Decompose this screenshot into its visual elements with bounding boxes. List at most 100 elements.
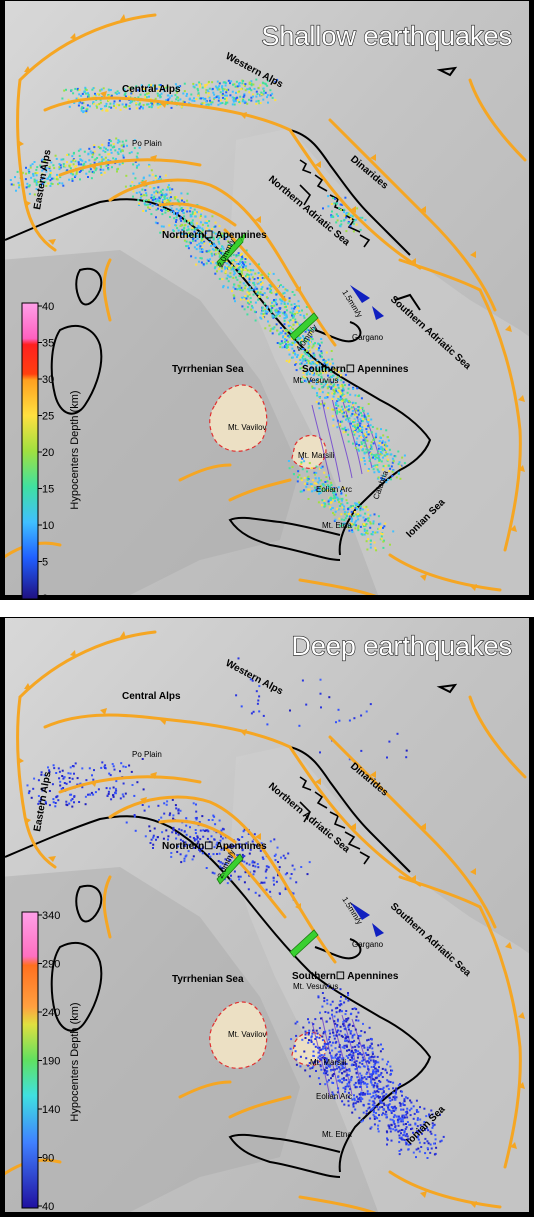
seismic-event	[323, 396, 326, 399]
seismic-event	[346, 1018, 349, 1021]
seismic-event	[416, 1136, 419, 1139]
seismic-event	[307, 341, 310, 344]
seismic-event	[206, 829, 209, 832]
seismic-event	[100, 88, 103, 91]
seismic-event	[400, 1137, 403, 1140]
seismic-event	[363, 424, 366, 427]
seismic-event	[314, 486, 316, 489]
seismic-event	[165, 99, 168, 102]
colorbar-tick-label: 5	[42, 557, 48, 569]
seismic-event	[70, 172, 73, 175]
seismic-event	[209, 99, 211, 102]
seismic-event	[274, 853, 277, 856]
seismic-event	[315, 488, 318, 491]
seismic-event	[52, 801, 55, 804]
seismic-event	[299, 348, 302, 351]
seismic-event	[226, 101, 229, 104]
seismic-event	[236, 264, 239, 267]
seismic-event	[339, 420, 342, 423]
seismic-event	[301, 468, 304, 471]
seismic-event	[344, 426, 347, 429]
seismic-event	[331, 1028, 334, 1031]
seismic-event	[227, 286, 229, 289]
seismic-event	[297, 470, 300, 473]
seismic-event	[361, 406, 364, 409]
seismic-event	[200, 257, 203, 260]
seismic-event	[250, 89, 253, 92]
seismic-event	[166, 197, 169, 200]
colorbar-tick-label: 0	[42, 593, 48, 600]
seismic-event	[221, 827, 224, 830]
seismic-event	[172, 826, 175, 829]
seismic-event	[226, 89, 228, 92]
seismic-event	[352, 386, 355, 389]
seismic-event	[374, 531, 377, 534]
seismic-event	[168, 96, 171, 99]
seismic-event	[344, 429, 347, 432]
seismic-event	[424, 1137, 427, 1140]
seismic-event	[193, 230, 196, 233]
seismic-event	[332, 497, 335, 500]
seismic-event	[21, 171, 24, 174]
seismic-event	[295, 1034, 298, 1037]
seismic-event	[359, 422, 362, 425]
vavilov-seamount	[209, 1001, 268, 1069]
seismic-event	[238, 878, 241, 881]
panel-title: Shallow earthquakes	[261, 21, 512, 51]
seismic-event	[94, 92, 96, 95]
seismic-event	[167, 199, 170, 202]
seismic-event	[253, 288, 256, 291]
seismic-event	[182, 92, 185, 95]
seismic-event	[377, 1130, 380, 1133]
seismic-event	[334, 1068, 336, 1071]
seismic-event	[373, 541, 376, 544]
seismic-event	[356, 1100, 359, 1103]
seismic-event	[318, 363, 321, 366]
seismic-event	[226, 262, 229, 265]
seismic-event	[372, 1059, 375, 1062]
seismic-event	[183, 82, 186, 85]
seismic-event	[282, 854, 285, 857]
colorbar-tick-label: 340	[42, 910, 60, 922]
seismic-event	[345, 514, 348, 517]
seismic-event	[312, 1062, 315, 1065]
seismic-event	[139, 196, 142, 199]
seismic-event	[289, 709, 291, 712]
seismic-event	[305, 349, 308, 352]
seismic-event	[337, 404, 340, 407]
seismic-event	[388, 470, 391, 473]
seismic-event	[239, 262, 242, 265]
seismic-event	[42, 160, 45, 163]
seismic-event	[196, 835, 199, 838]
seismic-event	[201, 815, 204, 818]
seismic-event	[180, 829, 183, 832]
seismic-event	[331, 408, 334, 411]
seismic-event	[121, 793, 124, 796]
seismic-event	[132, 87, 135, 89]
seismic-event	[137, 163, 140, 166]
seismic-event	[345, 216, 348, 219]
seismic-event	[41, 158, 44, 161]
seismic-event	[255, 90, 258, 93]
seismic-event	[336, 411, 339, 414]
seismic-event	[238, 838, 241, 841]
seismic-event	[302, 314, 305, 317]
seismic-event	[113, 768, 116, 771]
seismic-event	[331, 1041, 334, 1044]
seismic-event	[284, 316, 287, 319]
seismic-event	[312, 1050, 315, 1053]
seismic-event	[352, 1105, 355, 1108]
seismic-event	[72, 163, 75, 166]
seismic-event	[352, 404, 355, 407]
seismic-event	[177, 99, 180, 102]
seismic-event	[387, 1084, 390, 1087]
seismic-event	[257, 86, 260, 89]
seismic-event	[134, 829, 137, 832]
seismic-event	[218, 277, 221, 280]
seismic-event	[81, 92, 84, 95]
seismic-event	[382, 1090, 385, 1093]
seismic-event	[284, 328, 287, 331]
colorbar-tick-label: 20	[42, 447, 54, 459]
seismic-event	[325, 476, 328, 478]
seismic-event	[185, 817, 188, 820]
